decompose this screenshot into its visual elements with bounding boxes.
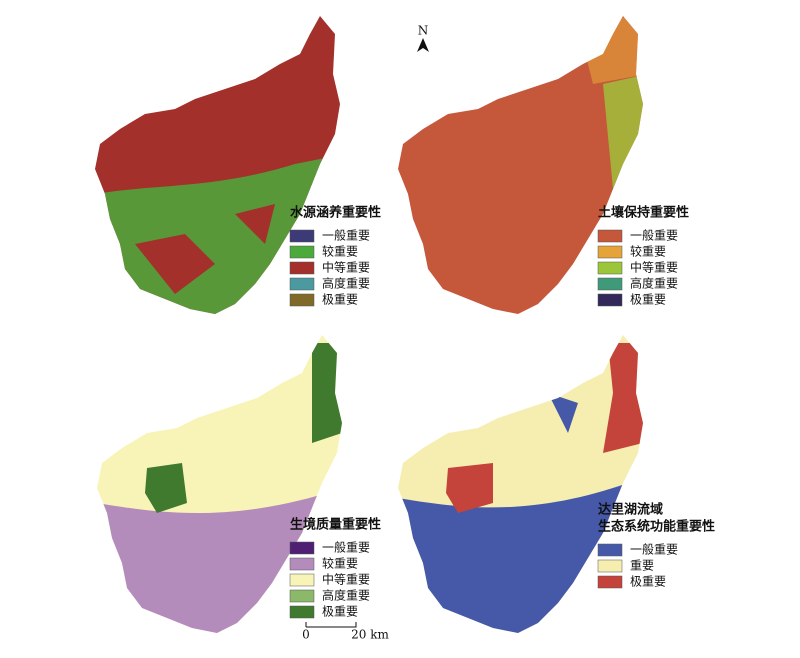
legend-label: 一般重要 [322, 540, 370, 555]
legend-label: 较重要 [630, 244, 666, 259]
legend-label: 极重要 [630, 575, 666, 589]
legend-label: 高度重要 [322, 588, 370, 603]
legend-swatch [597, 575, 623, 589]
scale-bar [305, 622, 357, 628]
scale-label: 20 km [351, 628, 389, 642]
map-overall [398, 335, 643, 633]
legend-title: 达里湖流域 [598, 502, 663, 518]
legend-title: 土壤保持重要性 [598, 205, 689, 221]
legend-label: 高度重要 [322, 276, 370, 291]
legend-label: 较重要 [322, 556, 358, 571]
legend-label: 中等重要 [630, 260, 678, 275]
legend-label: 极重要 [322, 605, 358, 619]
legend-label: 极重要 [630, 293, 666, 307]
map-soil [398, 16, 643, 314]
legend-title: 生态系统功能重要性 [598, 519, 715, 535]
legend-label: 重要 [630, 559, 654, 573]
legend-label: 中等重要 [322, 572, 370, 587]
legend-swatch [289, 573, 315, 587]
legend-swatch [289, 293, 315, 307]
legend-swatch [289, 605, 315, 619]
legend-label: 一般重要 [630, 228, 678, 243]
legend-label: 极重要 [322, 293, 358, 307]
map-water [95, 16, 340, 314]
legend-swatch [289, 541, 315, 555]
legend-swatch [597, 293, 623, 307]
legend-swatch [597, 229, 623, 243]
legend-swatch [289, 229, 315, 243]
legend-swatch [289, 557, 315, 571]
legend-swatch [597, 543, 623, 557]
legend-label: 高度重要 [630, 276, 678, 291]
legend-swatch [597, 245, 623, 259]
legend-swatch [289, 245, 315, 259]
legend-label: 较重要 [322, 244, 358, 259]
legend-swatch [289, 277, 315, 291]
legend-label: 一般重要 [322, 228, 370, 243]
north-label: N [418, 24, 429, 38]
legend-label: 中等重要 [322, 260, 370, 275]
legend-title: 生境质量重要性 [290, 517, 381, 533]
legend-swatch [289, 589, 315, 603]
legend-swatch [289, 261, 315, 275]
north-arrow [417, 38, 429, 52]
legend-title: 水源涵养重要性 [290, 205, 381, 221]
scale-label: 0 [302, 628, 310, 642]
legend-label: 一般重要 [630, 542, 678, 557]
legend-swatch [597, 261, 623, 275]
legend-swatch [597, 277, 623, 291]
legend-swatch [597, 559, 623, 573]
